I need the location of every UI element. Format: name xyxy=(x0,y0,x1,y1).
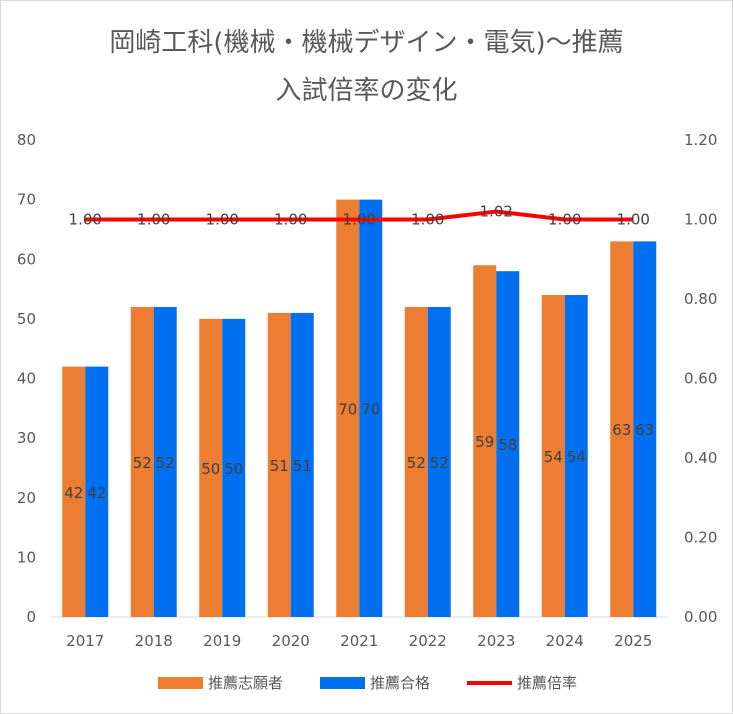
x-tick-label: 2020 xyxy=(272,632,310,650)
bar-pass xyxy=(564,295,588,617)
y2-tick-label: 0.20 xyxy=(684,529,717,547)
bar-applicants xyxy=(62,366,86,617)
x-tick-label: 2018 xyxy=(135,632,173,650)
ratio-value-label: 1.00 xyxy=(274,211,307,229)
y-tick-label: 60 xyxy=(17,250,36,268)
bar-applicants xyxy=(199,318,223,617)
bar-value-label: 50 xyxy=(224,460,243,478)
legend-swatch-applicants xyxy=(158,677,203,689)
chart-subtitle: 入試倍率の変化 xyxy=(275,76,458,106)
ratio-value-label: 1.00 xyxy=(206,211,239,229)
x-tick-label: 2025 xyxy=(614,632,652,650)
ratio-line xyxy=(85,209,634,222)
bar-value-label: 59 xyxy=(475,433,494,451)
ratio-value-label: 1.00 xyxy=(69,211,102,229)
bar-value-label: 42 xyxy=(87,484,106,502)
bar-pass xyxy=(290,312,314,617)
y-tick-label: 80 xyxy=(17,131,36,149)
bar-applicants xyxy=(473,265,497,617)
bar-value-label: 42 xyxy=(64,484,83,502)
bar-value-label: 52 xyxy=(407,454,426,472)
bar-applicants xyxy=(267,312,291,617)
x-tick-label: 2024 xyxy=(546,632,584,650)
bar-value-label: 51 xyxy=(293,457,312,475)
ratio-value-label: 1.02 xyxy=(480,203,513,221)
legend-label-applicants: 推薦志願者 xyxy=(208,674,283,692)
y2-tick-label: 0.80 xyxy=(684,290,717,308)
bar-value-label: 51 xyxy=(270,457,289,475)
y-tick-label: 50 xyxy=(17,310,36,328)
bar-value-label: 50 xyxy=(201,460,220,478)
bar-value-label: 54 xyxy=(567,448,586,466)
y2-tick-label: 0.60 xyxy=(684,370,717,388)
y-tick-label: 0 xyxy=(26,608,36,626)
bar-value-label: 63 xyxy=(635,421,654,439)
bar-pass xyxy=(153,306,177,617)
bar-value-label: 70 xyxy=(338,400,357,418)
ratio-value-label: 1.00 xyxy=(343,211,376,229)
y-tick-label: 30 xyxy=(17,429,36,447)
ratio-value-label: 1.00 xyxy=(411,211,444,229)
ratio-value-label: 1.00 xyxy=(548,211,581,229)
bar-applicants xyxy=(404,306,428,617)
x-tick-label: 2019 xyxy=(203,632,241,650)
y2-tick-label: 1.00 xyxy=(684,211,717,229)
y-tick-label: 40 xyxy=(17,370,36,388)
ratio-value-label: 1.00 xyxy=(617,211,650,229)
bar-pass xyxy=(633,241,657,618)
legend-label-pass: 推薦合格 xyxy=(370,674,430,692)
bar-pass xyxy=(85,366,109,617)
bar-value-label: 70 xyxy=(361,400,380,418)
bar-applicants xyxy=(130,306,154,617)
bar-value-label: 52 xyxy=(156,454,175,472)
bar-pass xyxy=(222,318,246,617)
bar-value-label: 58 xyxy=(498,436,517,454)
bar-applicants xyxy=(336,199,360,617)
y-tick-label: 10 xyxy=(17,548,36,566)
y2-tick-label: 0.40 xyxy=(684,449,717,467)
x-tick-label: 2022 xyxy=(409,632,447,650)
x-tick-label: 2021 xyxy=(340,632,378,650)
x-tick-label: 2023 xyxy=(477,632,515,650)
chart-title: 岡崎工科(機械・機械デザイン・電気)〜推薦 xyxy=(109,28,624,58)
y2-tick-label: 0.00 xyxy=(684,608,717,626)
bar-value-label: 52 xyxy=(430,454,449,472)
y2-tick-label: 1.20 xyxy=(684,131,717,149)
legend-label-ratio: 推薦倍率 xyxy=(517,674,577,692)
bar-value-label: 52 xyxy=(133,454,152,472)
bar-pass xyxy=(359,199,383,617)
x-tick-label: 2017 xyxy=(66,632,104,650)
bar-applicants xyxy=(541,295,565,617)
bar-pass xyxy=(427,306,451,617)
legend-swatch-pass xyxy=(320,677,365,689)
ratio-value-label: 1.00 xyxy=(137,211,170,229)
bar-value-label: 54 xyxy=(544,448,563,466)
bar-applicants xyxy=(610,241,634,618)
bar-pass xyxy=(496,271,520,617)
y-tick-label: 70 xyxy=(17,191,36,209)
bar-value-label: 63 xyxy=(612,421,631,439)
y-tick-label: 20 xyxy=(17,489,36,507)
